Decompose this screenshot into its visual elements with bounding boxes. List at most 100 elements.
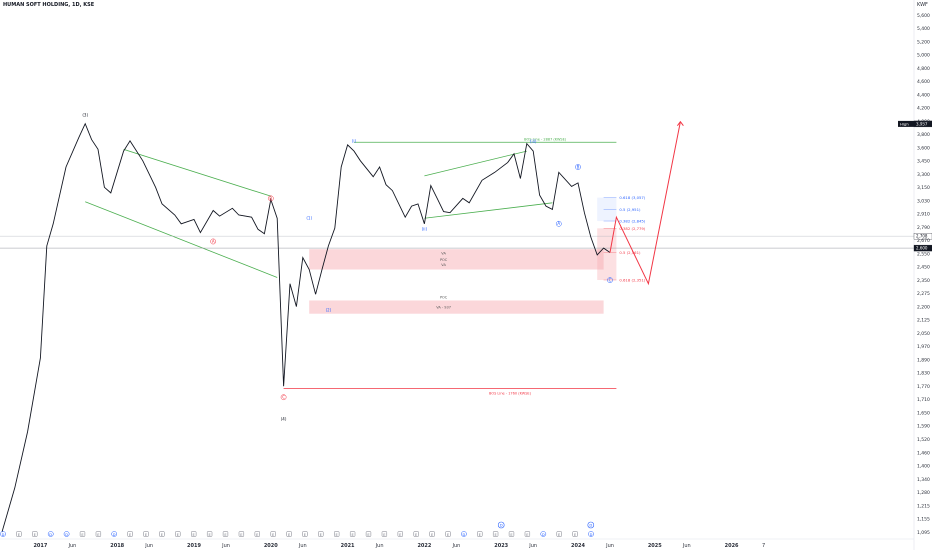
y-tick-label: 2,450 bbox=[917, 265, 930, 271]
wave-label: B bbox=[577, 164, 580, 169]
event-marker-label: E bbox=[558, 533, 561, 537]
event-marker-label: E bbox=[526, 533, 529, 537]
event-marker-label: E bbox=[351, 533, 354, 537]
price-tag-value: 3,957 bbox=[916, 121, 928, 126]
dividend-marker bbox=[588, 531, 594, 537]
y-tick-label: 5,600 bbox=[917, 13, 930, 19]
price-tag-bg bbox=[913, 120, 932, 128]
x-tick-label: Jun bbox=[451, 543, 460, 549]
currency-label: KWF bbox=[917, 2, 928, 8]
channel-line bbox=[85, 201, 278, 278]
event-marker-label: D bbox=[463, 533, 466, 537]
fib-level-label: 0.5 (2,561) bbox=[619, 250, 641, 255]
x-tick-label: Jun bbox=[682, 543, 691, 549]
x-tick-label: 2021 bbox=[341, 543, 355, 549]
x-tick-label: 2025 bbox=[648, 543, 662, 549]
event-marker-label: E bbox=[288, 533, 291, 537]
x-tick-label: 7 bbox=[762, 543, 765, 549]
y-tick-label: 5,200 bbox=[917, 39, 930, 45]
wave-label: (ii) bbox=[422, 227, 428, 232]
value-area-zone-upper bbox=[309, 249, 604, 270]
bos-line-label: BOS Line - 1760 (KWSE) bbox=[489, 391, 532, 395]
earnings-marker bbox=[397, 531, 403, 537]
event-marker-label: E bbox=[34, 533, 37, 537]
y-tick-label: 1,830 bbox=[917, 371, 930, 377]
y-tick-label: 1,460 bbox=[917, 450, 930, 456]
wave-label: A bbox=[212, 239, 215, 244]
earnings-marker bbox=[79, 531, 86, 537]
y-tick-label: 2,350 bbox=[917, 278, 930, 284]
earnings-marker bbox=[238, 531, 245, 537]
wave-label: (3) bbox=[82, 112, 88, 117]
y-tick-label: 2,550 bbox=[917, 251, 930, 257]
zone-label: VA - 937 bbox=[436, 305, 451, 309]
price-series-line bbox=[1, 122, 611, 533]
wave-label: (4) bbox=[281, 417, 287, 422]
y-tick-label: 1,155 bbox=[917, 517, 930, 523]
y-tick-label: 2,050 bbox=[917, 331, 930, 337]
fib-level-label: 0.618 (2,351) bbox=[619, 277, 645, 282]
event-marker-label: E bbox=[224, 533, 227, 537]
earnings-marker bbox=[572, 531, 578, 537]
earnings-marker bbox=[127, 531, 133, 537]
y-tick-label: 1,650 bbox=[917, 411, 930, 417]
y-tick-label: 5,400 bbox=[917, 26, 930, 32]
y-tick-label: 3,600 bbox=[917, 145, 930, 151]
wave-label-circle bbox=[210, 238, 217, 245]
earnings-marker bbox=[381, 531, 388, 537]
event-marker-label: E bbox=[240, 533, 243, 537]
event-marker-label: E bbox=[193, 533, 196, 537]
y-tick-label: 3,800 bbox=[917, 132, 930, 138]
price-tag-bg bbox=[913, 233, 932, 240]
earnings-marker bbox=[508, 531, 515, 537]
projection-path bbox=[609, 121, 681, 286]
wave-label: A bbox=[557, 221, 560, 226]
wave-label: (2) bbox=[326, 308, 332, 313]
event-marker-label: E bbox=[479, 533, 482, 537]
event-marker-label: E bbox=[208, 533, 211, 537]
dividend-marker bbox=[0, 531, 6, 537]
zone-label: VA bbox=[441, 251, 446, 255]
zone-label: VA bbox=[441, 263, 446, 267]
earnings-marker bbox=[413, 531, 419, 537]
price-tag-value: 2,600 bbox=[916, 246, 928, 251]
y-tick-label: 2,910 bbox=[917, 212, 930, 218]
earnings-marker bbox=[334, 531, 340, 537]
earnings-marker bbox=[477, 531, 483, 537]
price-tag-label-bg bbox=[898, 120, 914, 127]
wave-label: (1) bbox=[306, 216, 312, 221]
overlay-layer: BOS Line - 2887 (KWSE) BOS Line - 1760 (K… bbox=[0, 137, 914, 395]
wave-label: C bbox=[282, 395, 285, 400]
event-marker-label: E bbox=[510, 533, 513, 537]
wave-label-circle bbox=[607, 277, 613, 283]
y-tick-label: 1,215 bbox=[917, 503, 930, 509]
event-marker-label: E bbox=[447, 533, 450, 537]
event-marker-label: E bbox=[304, 533, 307, 537]
y-tick-label: 1,280 bbox=[917, 490, 930, 496]
x-tick-label: Jun bbox=[605, 543, 614, 549]
y-tick-label: 1,095 bbox=[917, 530, 930, 536]
y-tick-label: 1,520 bbox=[917, 437, 930, 443]
earnings-marker bbox=[365, 531, 372, 537]
y-tick-label: 2,200 bbox=[917, 304, 930, 310]
dividend-marker bbox=[63, 531, 70, 537]
y-tick-label: 3,030 bbox=[917, 198, 930, 204]
event-marker-label: E bbox=[431, 533, 434, 537]
event-marker-label: D bbox=[49, 533, 52, 537]
earnings-marker bbox=[16, 531, 22, 537]
x-tick-label: 2023 bbox=[494, 543, 508, 549]
event-marker-label: E bbox=[256, 533, 259, 537]
wave-label-circle bbox=[267, 195, 274, 202]
event-marker-label: D bbox=[113, 533, 116, 537]
earnings-marker bbox=[254, 531, 260, 537]
bos-line-label: BOS Line - 2887 (KWSE) bbox=[524, 137, 567, 141]
y-tick-label: 4,800 bbox=[917, 66, 930, 72]
value-area-zone-lower bbox=[309, 300, 604, 314]
earnings-marker bbox=[191, 531, 197, 537]
earnings-marker bbox=[175, 531, 181, 537]
channel-line bbox=[424, 202, 553, 219]
y-tick-label: 1,770 bbox=[917, 384, 930, 390]
event-marker-label: E bbox=[81, 533, 84, 537]
